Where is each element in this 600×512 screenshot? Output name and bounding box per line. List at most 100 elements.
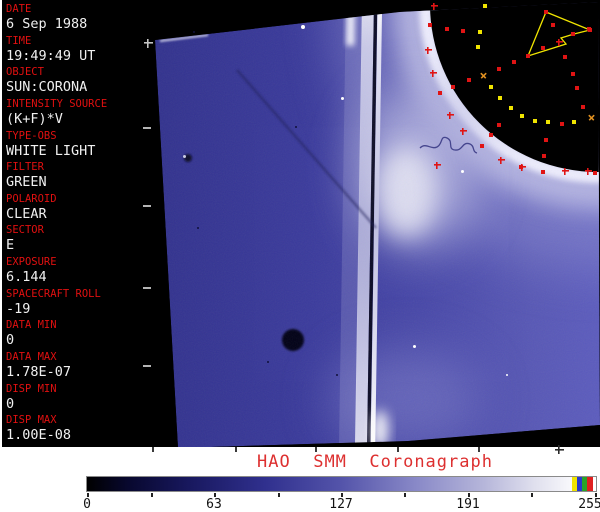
field-value: 1.78E-07 xyxy=(6,364,72,381)
field-label: EXPOSURE xyxy=(6,256,57,269)
page-title: HAO SMM Coronagraph xyxy=(257,452,493,472)
field-value: 1.00E-08 xyxy=(6,427,72,444)
red-square-marker xyxy=(445,27,449,31)
field-label: TYPE-OBS xyxy=(6,129,57,142)
yellow-square-marker xyxy=(546,120,550,124)
colorbar-tick xyxy=(404,493,406,497)
colorbar-tick xyxy=(531,493,533,497)
red-square-marker xyxy=(451,85,455,89)
metadata-field: FILTER GREEN xyxy=(2,161,150,193)
star-speck xyxy=(412,344,416,348)
yellow-square-marker xyxy=(572,120,576,124)
field-value: CLEAR xyxy=(6,205,47,222)
star-speck xyxy=(506,374,508,376)
red-square-marker xyxy=(588,28,592,32)
field-label: OBJECT xyxy=(6,66,44,79)
red-square-marker xyxy=(541,46,545,50)
field-label: DATA MAX xyxy=(6,351,57,364)
orange-x-marker xyxy=(586,112,596,122)
field-label: SECTOR xyxy=(6,224,44,237)
field-label: DATE xyxy=(6,3,32,15)
field-value: 6.144 xyxy=(6,269,47,286)
field-value: 19:49:49 UT xyxy=(6,47,96,64)
red-plus-marker xyxy=(446,111,454,119)
red-plus-marker xyxy=(518,163,526,171)
sidebar-fields: DATE 6 Sep 1988 TIME 19:49:49 UT OBJECT SUN:C… xyxy=(2,3,150,446)
field-value: 6 Sep 1988 xyxy=(6,16,88,32)
field-value: WHITE LIGHT xyxy=(6,142,96,159)
red-square-marker xyxy=(560,122,564,126)
yellow-square-marker xyxy=(533,119,537,123)
colorbar-saturation-stripe xyxy=(572,477,577,491)
colorbar-saturation-stripe xyxy=(582,477,587,491)
field-label: TIME xyxy=(6,34,32,47)
red-square-marker xyxy=(542,154,546,158)
colorbar-tick xyxy=(214,493,216,497)
yellow-square-marker xyxy=(476,45,480,49)
star-speck xyxy=(460,169,464,173)
metadata-sidebar: DATE 6 Sep 1988 TIME 19:49:49 UT OBJECT SUN:C… xyxy=(0,0,150,447)
metadata-field: DISP MIN 0 xyxy=(2,383,150,415)
red-plus-marker xyxy=(584,167,592,175)
red-square-marker xyxy=(489,133,493,137)
red-plus-marker xyxy=(433,161,441,169)
metadata-field: TIME 19:49:49 UT xyxy=(2,35,150,67)
dust-speck xyxy=(267,361,269,363)
yellow-square-marker xyxy=(489,85,493,89)
red-square-marker xyxy=(541,170,545,174)
metadata-field: DISP MAX 1.00E-08 xyxy=(2,414,150,446)
yellow-square-marker xyxy=(478,30,482,34)
metadata-field: INTENSITY SOURCE (K+F)*V xyxy=(2,98,150,130)
dust-speck xyxy=(197,227,199,229)
metadata-field: DATA MIN 0 xyxy=(2,319,150,351)
field-label: INTENSITY SOURCE xyxy=(6,97,108,110)
red-square-marker xyxy=(497,123,501,127)
red-square-marker xyxy=(512,60,516,64)
colorbar-tick xyxy=(87,493,89,497)
yellow-square-marker xyxy=(520,114,524,118)
colorbar-saturation-stripe xyxy=(577,477,582,491)
colorbar-tick xyxy=(278,493,280,497)
colorbar-tick xyxy=(595,493,597,497)
red-plus-marker xyxy=(561,167,569,175)
yellow-square-marker xyxy=(509,106,513,110)
dust-speck xyxy=(336,374,338,376)
colorbar-tick-label: 191 xyxy=(456,497,480,512)
colorbar-tick xyxy=(341,493,343,497)
red-square-marker xyxy=(428,23,432,27)
colorbar xyxy=(86,476,597,492)
field-value: E xyxy=(6,237,15,254)
red-plus-marker xyxy=(497,156,505,164)
colorbar-tick xyxy=(151,493,153,497)
colorbar-tick xyxy=(468,493,470,497)
field-label: DISP MIN xyxy=(6,382,57,395)
red-square-marker xyxy=(467,78,471,82)
metadata-field: POLAROID CLEAR xyxy=(2,193,150,225)
field-label: DATA MIN xyxy=(6,319,57,332)
red-square-marker xyxy=(497,67,501,71)
field-value: 0 xyxy=(6,332,15,349)
red-square-marker xyxy=(563,55,567,59)
metadata-field: SECTOR E xyxy=(2,224,150,256)
star-speck xyxy=(340,96,344,100)
red-square-marker xyxy=(571,32,575,36)
red-square-marker xyxy=(571,72,575,76)
red-square-marker xyxy=(593,171,597,175)
red-square-marker xyxy=(544,138,548,142)
red-plus-marker xyxy=(424,46,432,54)
red-plus-marker xyxy=(555,38,563,46)
red-square-marker xyxy=(581,105,585,109)
field-label: SPACECRAFT ROLL xyxy=(6,287,101,300)
colorbar-tick-label: 127 xyxy=(329,497,353,512)
red-square-marker xyxy=(544,10,548,14)
dust-speck xyxy=(295,126,297,128)
occulting-disk xyxy=(430,2,600,172)
yellow-square-marker xyxy=(498,96,502,100)
field-value: 0 xyxy=(6,395,15,412)
coronagraph-image xyxy=(150,0,600,447)
red-square-marker xyxy=(438,91,442,95)
red-square-marker xyxy=(461,29,465,33)
marker-layer xyxy=(150,0,600,447)
red-plus-marker xyxy=(459,127,467,135)
